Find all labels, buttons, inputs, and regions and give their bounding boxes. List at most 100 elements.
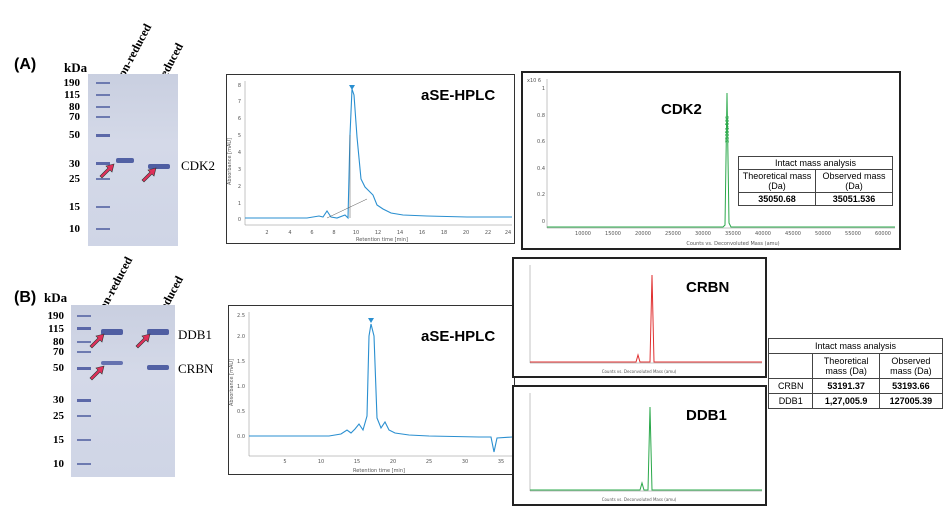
- svg-text:6: 6: [238, 116, 241, 122]
- svg-text:1: 1: [542, 86, 545, 92]
- svg-text:25000: 25000: [665, 231, 681, 237]
- svg-text:20: 20: [390, 459, 396, 465]
- svg-text:0.2: 0.2: [537, 192, 545, 198]
- ms-chart-ddb1: DDB1 Counts vs. Deconvoluted Mass (amu): [512, 385, 767, 506]
- hplc-xticks-b: 5 10 15 20 25 30 35: [283, 459, 504, 465]
- hplc-xlabel-b: Retention time [min]: [353, 468, 405, 474]
- panel-b-label: (B): [14, 289, 37, 306]
- svg-text:15: 15: [354, 459, 360, 465]
- svg-text:6: 6: [310, 230, 313, 236]
- svg-text:8: 8: [332, 230, 335, 236]
- band-label-crbn: CRBN: [178, 361, 214, 376]
- svg-text:35000: 35000: [725, 231, 741, 237]
- svg-text:1: 1: [238, 201, 241, 207]
- svg-text:22: 22: [485, 230, 491, 236]
- svg-text:30000: 30000: [695, 231, 711, 237]
- hplc-plot-a: Absorbance [mAU] Retention time [min] 0 …: [227, 81, 512, 243]
- ms-title-ddb1: DDB1: [686, 407, 727, 424]
- svg-text:16: 16: [419, 230, 425, 236]
- gel-image-b: [71, 305, 175, 477]
- ms-plot-crbn: Counts vs. Deconvoluted Mass (amu): [529, 265, 762, 374]
- hplc-chart-a: aSE-HPLC Absorbance [mAU] Retention time…: [226, 74, 515, 244]
- hplc-title-a: aSE-HPLC: [421, 87, 496, 104]
- hplc-chart-b: aSE-HPLC Absorbance [mAU] Retention time…: [228, 305, 515, 475]
- svg-text:1.5: 1.5: [237, 359, 245, 365]
- kda-label-b: kDa: [44, 290, 68, 305]
- ms-xlabel-ddb1: Counts vs. Deconvoluted Mass (amu): [602, 497, 677, 502]
- ms-title-cdk2: CDK2: [661, 101, 702, 118]
- svg-text:12: 12: [375, 230, 381, 236]
- svg-text:2.5: 2.5: [237, 313, 245, 319]
- band-label-cdk2: CDK2: [181, 158, 215, 173]
- table-title-a: Intact mass analysis: [738, 156, 893, 170]
- svg-text:60000: 60000: [875, 231, 891, 237]
- svg-text:55000: 55000: [845, 231, 861, 237]
- band-arrows-b: [89, 333, 151, 381]
- svg-text:10: 10: [318, 459, 324, 465]
- ms-chart-cdk2: CDK2 x10 6 Counts vs. Deconvoluted Mass …: [521, 71, 901, 250]
- svg-text:0: 0: [238, 217, 241, 223]
- svg-text:8: 8: [238, 83, 241, 89]
- svg-text:10: 10: [353, 230, 359, 236]
- svg-text:20: 20: [463, 230, 469, 236]
- svg-text:0.8: 0.8: [537, 113, 545, 119]
- table-header-observed-b: Observed mass (Da): [878, 353, 943, 379]
- table-header-theoretical-b: Theoretical mass (Da): [812, 353, 880, 379]
- svg-text:14: 14: [397, 230, 403, 236]
- gel-image-a: [88, 74, 178, 246]
- ms-title-crbn: CRBN: [686, 279, 730, 296]
- kda-label-a: kDa: [64, 60, 88, 75]
- band-arrows-a: [99, 163, 157, 183]
- hplc-yticks-a: 0 1 2 3 4 5 6 7 8: [238, 83, 241, 223]
- svg-text:2.0: 2.0: [237, 334, 245, 340]
- svg-text:5: 5: [238, 133, 241, 139]
- table-value-theoretical-a: 35050.68: [738, 192, 816, 206]
- svg-text:4: 4: [238, 150, 241, 156]
- svg-text:25: 25: [426, 459, 432, 465]
- ms-chart-crbn: CRBN Counts vs. Deconvoluted Mass (amu): [512, 257, 767, 378]
- hplc-xlabel-a: Retention time [min]: [356, 237, 408, 243]
- table-header-observed-a: Observed mass (Da): [815, 169, 893, 193]
- svg-text:1.0: 1.0: [237, 384, 245, 390]
- svg-text:40000: 40000: [755, 231, 771, 237]
- svg-text:3: 3: [238, 167, 241, 173]
- svg-text:35: 35: [498, 459, 504, 465]
- svg-text:30: 30: [462, 459, 468, 465]
- svg-text:0.0: 0.0: [237, 434, 245, 440]
- table-row-crbn: CRBN 53191.37 53193.66: [767, 378, 943, 394]
- svg-text:20000: 20000: [635, 231, 651, 237]
- panel-a-label: (A): [14, 56, 37, 73]
- ms-plot-ddb1: Counts vs. Deconvoluted Mass (amu): [529, 393, 762, 502]
- svg-text:4: 4: [288, 230, 291, 236]
- svg-text:24: 24: [505, 230, 511, 236]
- svg-text:7: 7: [238, 99, 241, 105]
- ms-xlabel-crbn: Counts vs. Deconvoluted Mass (amu): [602, 369, 677, 374]
- svg-text:2: 2: [265, 230, 268, 236]
- intact-mass-table-a: Intact mass analysis Theoretical mass (D…: [738, 156, 893, 206]
- svg-text:0.5: 0.5: [237, 409, 245, 415]
- intact-mass-table-b: Intact mass analysis Theoretical mass (D…: [767, 338, 943, 409]
- band-label-ddb1: DDB1: [178, 327, 212, 342]
- ms-yticks-cdk2: 0 0.2 0.4 0.6 0.8 1: [537, 86, 545, 225]
- hplc-ylabel-b: Absorbance [mAU]: [229, 359, 235, 406]
- svg-text:0: 0: [542, 219, 545, 225]
- svg-text:50000: 50000: [815, 231, 831, 237]
- hplc-title-b: aSE-HPLC: [421, 328, 496, 345]
- svg-text:15000: 15000: [605, 231, 621, 237]
- ms-scale-cdk2: x10 6: [527, 78, 541, 84]
- svg-text:10000: 10000: [575, 231, 591, 237]
- svg-text:2: 2: [238, 184, 241, 190]
- table-header-theoretical-a: Theoretical mass (Da): [738, 169, 816, 193]
- hplc-yticks-b: 0.0 0.5 1.0 1.5 2.0 2.5: [237, 313, 245, 440]
- hplc-xticks-a: 2 4 6 8 10 12 14 16 18 20 22 24: [265, 230, 511, 236]
- svg-text:0.4: 0.4: [537, 166, 545, 172]
- svg-text:18: 18: [441, 230, 447, 236]
- table-value-observed-a: 35051.536: [815, 192, 893, 206]
- hplc-plot-b: Absorbance [mAU] Retention time [min] 0.…: [229, 312, 513, 474]
- svg-text:0.6: 0.6: [537, 139, 545, 145]
- ms-xlabel-cdk2: Counts vs. Deconvoluted Mass (amu): [686, 241, 779, 247]
- svg-text:45000: 45000: [785, 231, 801, 237]
- hplc-ylabel-a: Absorbance [mAU]: [227, 138, 233, 185]
- table-title-b: Intact mass analysis: [768, 338, 943, 354]
- ms-xticks-cdk2: 10000 15000 20000 25000 30000 35000 4000…: [575, 231, 891, 237]
